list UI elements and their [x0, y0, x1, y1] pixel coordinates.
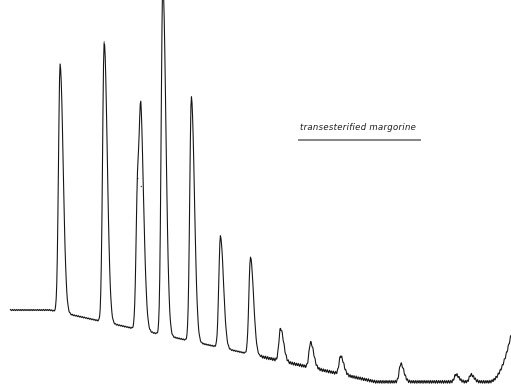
peak-apex-2	[104, 41, 105, 42]
peak-apex-10	[310, 342, 311, 343]
peak-apex-14	[470, 374, 471, 375]
peak-apex-13	[455, 374, 456, 375]
sample-annotation-label: transesterified margorine	[300, 123, 416, 133]
peak-apex-7	[220, 236, 221, 237]
chromatogram-trace-line	[10, 0, 511, 383]
peak-apex-4	[141, 186, 142, 187]
peak-apex-3	[137, 178, 138, 179]
annotation-group: transesterified margorine	[298, 123, 421, 140]
peak-apex-9	[280, 328, 281, 329]
peak-apex-6	[191, 96, 192, 97]
peak-apex-1	[60, 64, 61, 65]
peak-apex-12	[400, 363, 401, 364]
peak-apex-11	[340, 356, 341, 357]
peak-apex-8	[250, 257, 251, 258]
chromatogram-trace-group	[10, 0, 511, 383]
